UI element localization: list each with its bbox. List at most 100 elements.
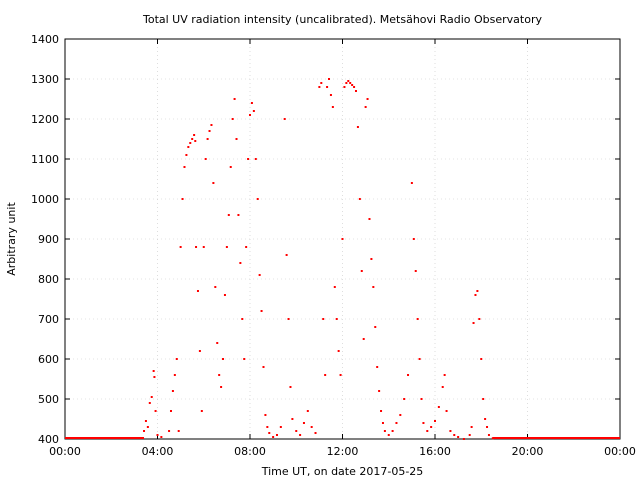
data-point <box>445 410 448 412</box>
data-point <box>310 426 313 428</box>
data-point <box>476 290 479 292</box>
data-point <box>212 182 215 184</box>
data-point <box>245 246 248 248</box>
data-point <box>256 198 259 200</box>
data-point <box>287 318 290 320</box>
data-point <box>484 418 487 420</box>
data-point <box>353 86 356 88</box>
data-point <box>223 294 226 296</box>
axis-ticks: 400 500 600 700 800 900 1000 1100 1200 1300 1400 00… <box>31 33 636 458</box>
data-point <box>152 370 155 372</box>
data-point <box>204 158 207 160</box>
data-point <box>372 286 375 288</box>
data-point <box>368 218 371 220</box>
data-point <box>169 410 172 412</box>
data-point <box>351 84 354 86</box>
data-point <box>187 146 190 148</box>
data-point <box>347 80 350 82</box>
y-tick-label: 1000 <box>31 193 59 206</box>
data-point <box>324 374 327 376</box>
data-point <box>326 86 329 88</box>
data-point <box>491 437 494 440</box>
data-point <box>200 410 203 412</box>
x-axis-label: Time UT, on date 2017-05-25 <box>261 465 424 478</box>
data-point <box>243 358 246 360</box>
data-point <box>362 338 365 340</box>
data-point <box>262 366 265 368</box>
data-point <box>395 422 398 424</box>
x-tick-label: 16:00 <box>419 445 451 458</box>
data-point <box>457 436 460 438</box>
chart-title: Total UV radiation intensity (uncalibrat… <box>142 13 542 26</box>
data-point <box>403 398 406 400</box>
grid-lines <box>65 39 620 439</box>
data-point <box>179 246 182 248</box>
data-point <box>299 434 302 436</box>
data-point <box>434 420 436 422</box>
data-point <box>337 350 340 352</box>
data-point <box>360 270 363 272</box>
data-point <box>416 318 419 320</box>
data-point <box>354 90 357 92</box>
data-point <box>220 386 223 388</box>
data-point <box>418 358 421 360</box>
data-point <box>210 124 213 126</box>
data-point <box>214 286 217 288</box>
x-tick-label: 00:00 <box>49 445 81 458</box>
data-point <box>356 126 359 128</box>
data-point <box>295 430 298 432</box>
data-point <box>189 142 192 144</box>
data-point <box>264 414 267 416</box>
data-point <box>320 82 323 84</box>
data-point <box>422 422 425 424</box>
y-tick-label: 400 <box>38 433 59 446</box>
data-point <box>227 214 230 216</box>
data-point <box>426 430 429 432</box>
data-point <box>339 374 342 376</box>
data-point <box>233 98 236 100</box>
y-tick-label: 900 <box>38 233 59 246</box>
data-point <box>462 438 465 440</box>
data-point <box>218 374 221 376</box>
data-point <box>160 436 163 438</box>
data-point <box>171 390 174 392</box>
data-point <box>291 418 294 420</box>
data-point <box>333 286 336 288</box>
data-point <box>410 182 413 184</box>
data-point <box>358 198 361 200</box>
data-point <box>198 350 201 352</box>
data-point <box>266 426 269 428</box>
data-point <box>449 430 452 432</box>
data-point <box>250 102 253 104</box>
data-point <box>239 262 242 264</box>
data-point <box>364 106 367 108</box>
data-point <box>247 158 250 160</box>
data-point <box>229 166 232 168</box>
data-point <box>237 214 240 216</box>
data-point <box>378 390 381 392</box>
data-point <box>252 110 255 112</box>
data-point <box>268 432 271 434</box>
data-point <box>195 246 198 248</box>
data-point <box>254 158 257 160</box>
data-point <box>387 434 390 436</box>
data-point <box>225 246 228 248</box>
data-point <box>260 310 263 312</box>
data-point <box>407 374 410 376</box>
data-point <box>194 140 197 142</box>
data-point <box>430 426 433 428</box>
data-point <box>175 358 178 360</box>
data-point <box>146 426 149 428</box>
data-point <box>285 254 288 256</box>
data-point <box>376 366 379 368</box>
data-point <box>480 358 483 360</box>
data-point <box>279 426 282 428</box>
data-point <box>202 246 205 248</box>
data-point <box>366 98 369 100</box>
data-point <box>241 318 244 320</box>
data-point <box>148 402 151 404</box>
x-tick-label: 00:00 <box>604 445 636 458</box>
data-point <box>222 358 225 360</box>
data-point <box>482 398 485 400</box>
data-point <box>420 398 423 400</box>
